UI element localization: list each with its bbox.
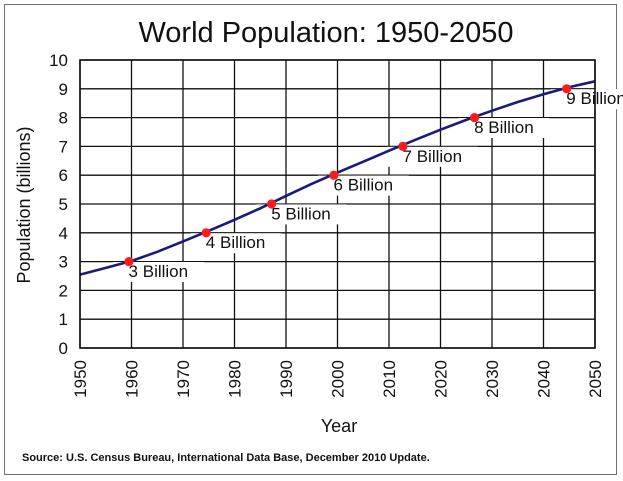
annotation-label-bg (550, 89, 623, 110)
markers (124, 84, 572, 267)
annotation-label: 4 Billion (206, 233, 266, 252)
x-tick-label: 2050 (586, 360, 605, 398)
x-tick-label: 2020 (432, 360, 451, 398)
y-tick-label: 7 (59, 137, 68, 156)
chart-title: World Population: 1950-2050 (138, 17, 513, 49)
annotation-label: 3 Billion (129, 262, 189, 281)
milestone-marker (266, 199, 277, 209)
milestone-marker (469, 113, 480, 123)
x-tick-labels: 1950 1960 1970 1980 1990 2000 2010 2020 2030 2040… (71, 360, 605, 398)
y-tick-label: 2 (59, 281, 68, 300)
annotation-label-bg (112, 262, 204, 282)
y-tick-label: 8 (59, 109, 68, 128)
annotation-label-bg (386, 146, 478, 167)
milestone-marker (124, 257, 134, 267)
y-tick-label: 6 (59, 166, 68, 185)
annotation-label-bg (458, 118, 550, 138)
milestone-marker (398, 141, 408, 151)
y-tick-label: 5 (59, 195, 68, 214)
y-tick-label: 1 (59, 310, 68, 329)
annotation-label-bg (317, 175, 409, 196)
annotation-label: 5 Billion (271, 204, 331, 223)
axes (79, 59, 596, 349)
x-axis-label: Year (321, 416, 357, 436)
y-tick-label: 3 (59, 253, 68, 272)
x-tick-label: 2000 (329, 360, 348, 398)
x-tick-label: 1970 (174, 360, 193, 398)
x-tick-label: 1950 (71, 360, 90, 398)
chart-frame (4, 4, 617, 475)
x-tick-label: 1990 (277, 360, 296, 398)
y-tick-label: 4 (59, 224, 68, 243)
y-tick-label: 9 (59, 80, 68, 99)
annotation-label-bg (190, 233, 281, 254)
source-note: Source: U.S. Census Bureau, Internationa… (22, 452, 430, 464)
y-axis-label: Population (billions) (14, 126, 34, 283)
x-tick-label: 2030 (483, 360, 502, 398)
plot-border (79, 59, 596, 349)
x-tick-label: 2010 (380, 360, 399, 398)
annotation-label: 8 Billion (474, 118, 534, 137)
annotation-label-bg (255, 204, 347, 225)
x-tick-label: 1960 (123, 360, 142, 398)
y-tick-labels: 0 1 2 3 4 5 6 7 8 9 10 (49, 51, 68, 358)
milestone-marker (562, 84, 572, 94)
annotation-label: 6 Billion (334, 176, 394, 195)
x-tick-label: 2040 (535, 360, 554, 398)
y-tick-label: 0 (59, 339, 68, 358)
milestone-marker (329, 170, 339, 180)
x-tick-label: 1980 (226, 360, 245, 398)
y-tick-label: 10 (49, 51, 68, 70)
milestone-marker (201, 228, 211, 238)
annotation-label: 7 Billion (403, 147, 463, 166)
